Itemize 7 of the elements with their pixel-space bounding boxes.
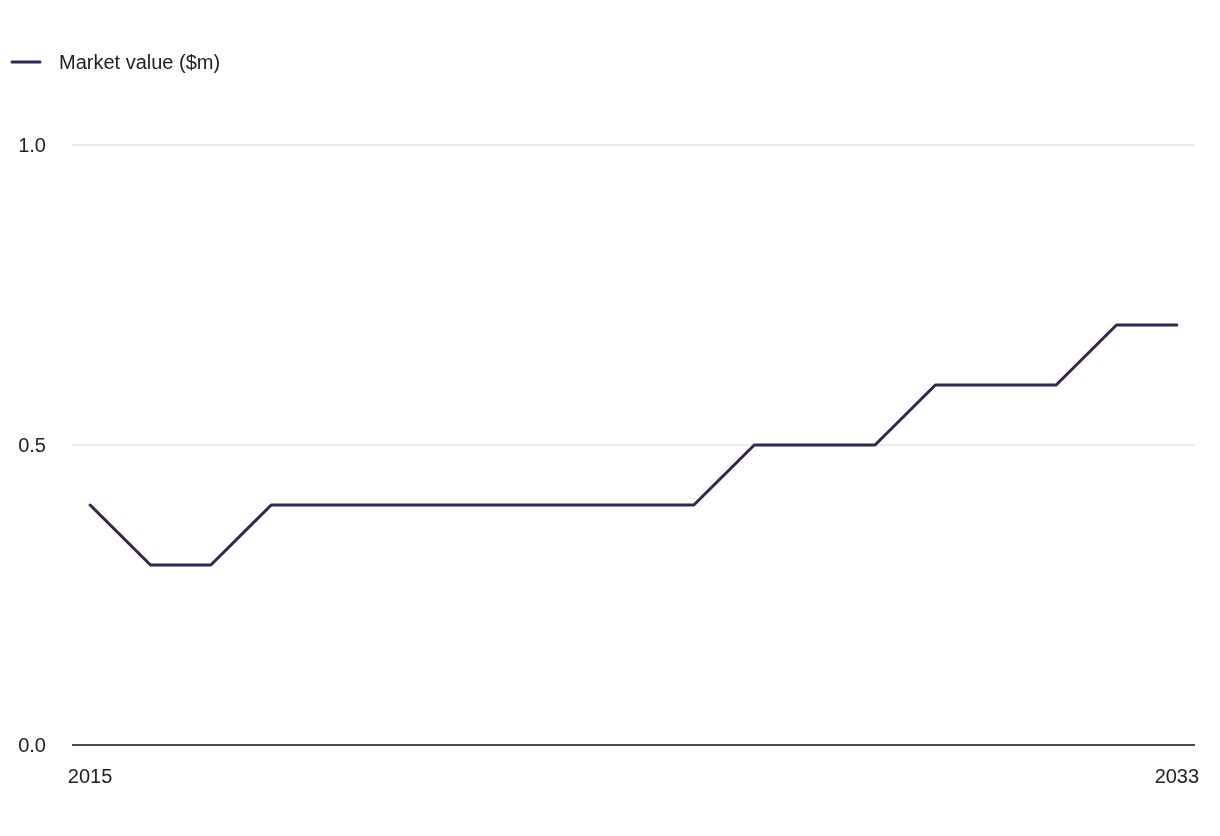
- y-tick-label: 0.5: [18, 434, 46, 456]
- y-tick-label: 0.0: [18, 734, 46, 756]
- x-tick-label: 2015: [67, 765, 113, 787]
- line-series: [88, 323, 1179, 567]
- x-tick-label: 2033: [1154, 765, 1200, 787]
- legend-label: Market value ($m): [59, 51, 221, 73]
- y-tick-label: 1.0: [18, 134, 46, 156]
